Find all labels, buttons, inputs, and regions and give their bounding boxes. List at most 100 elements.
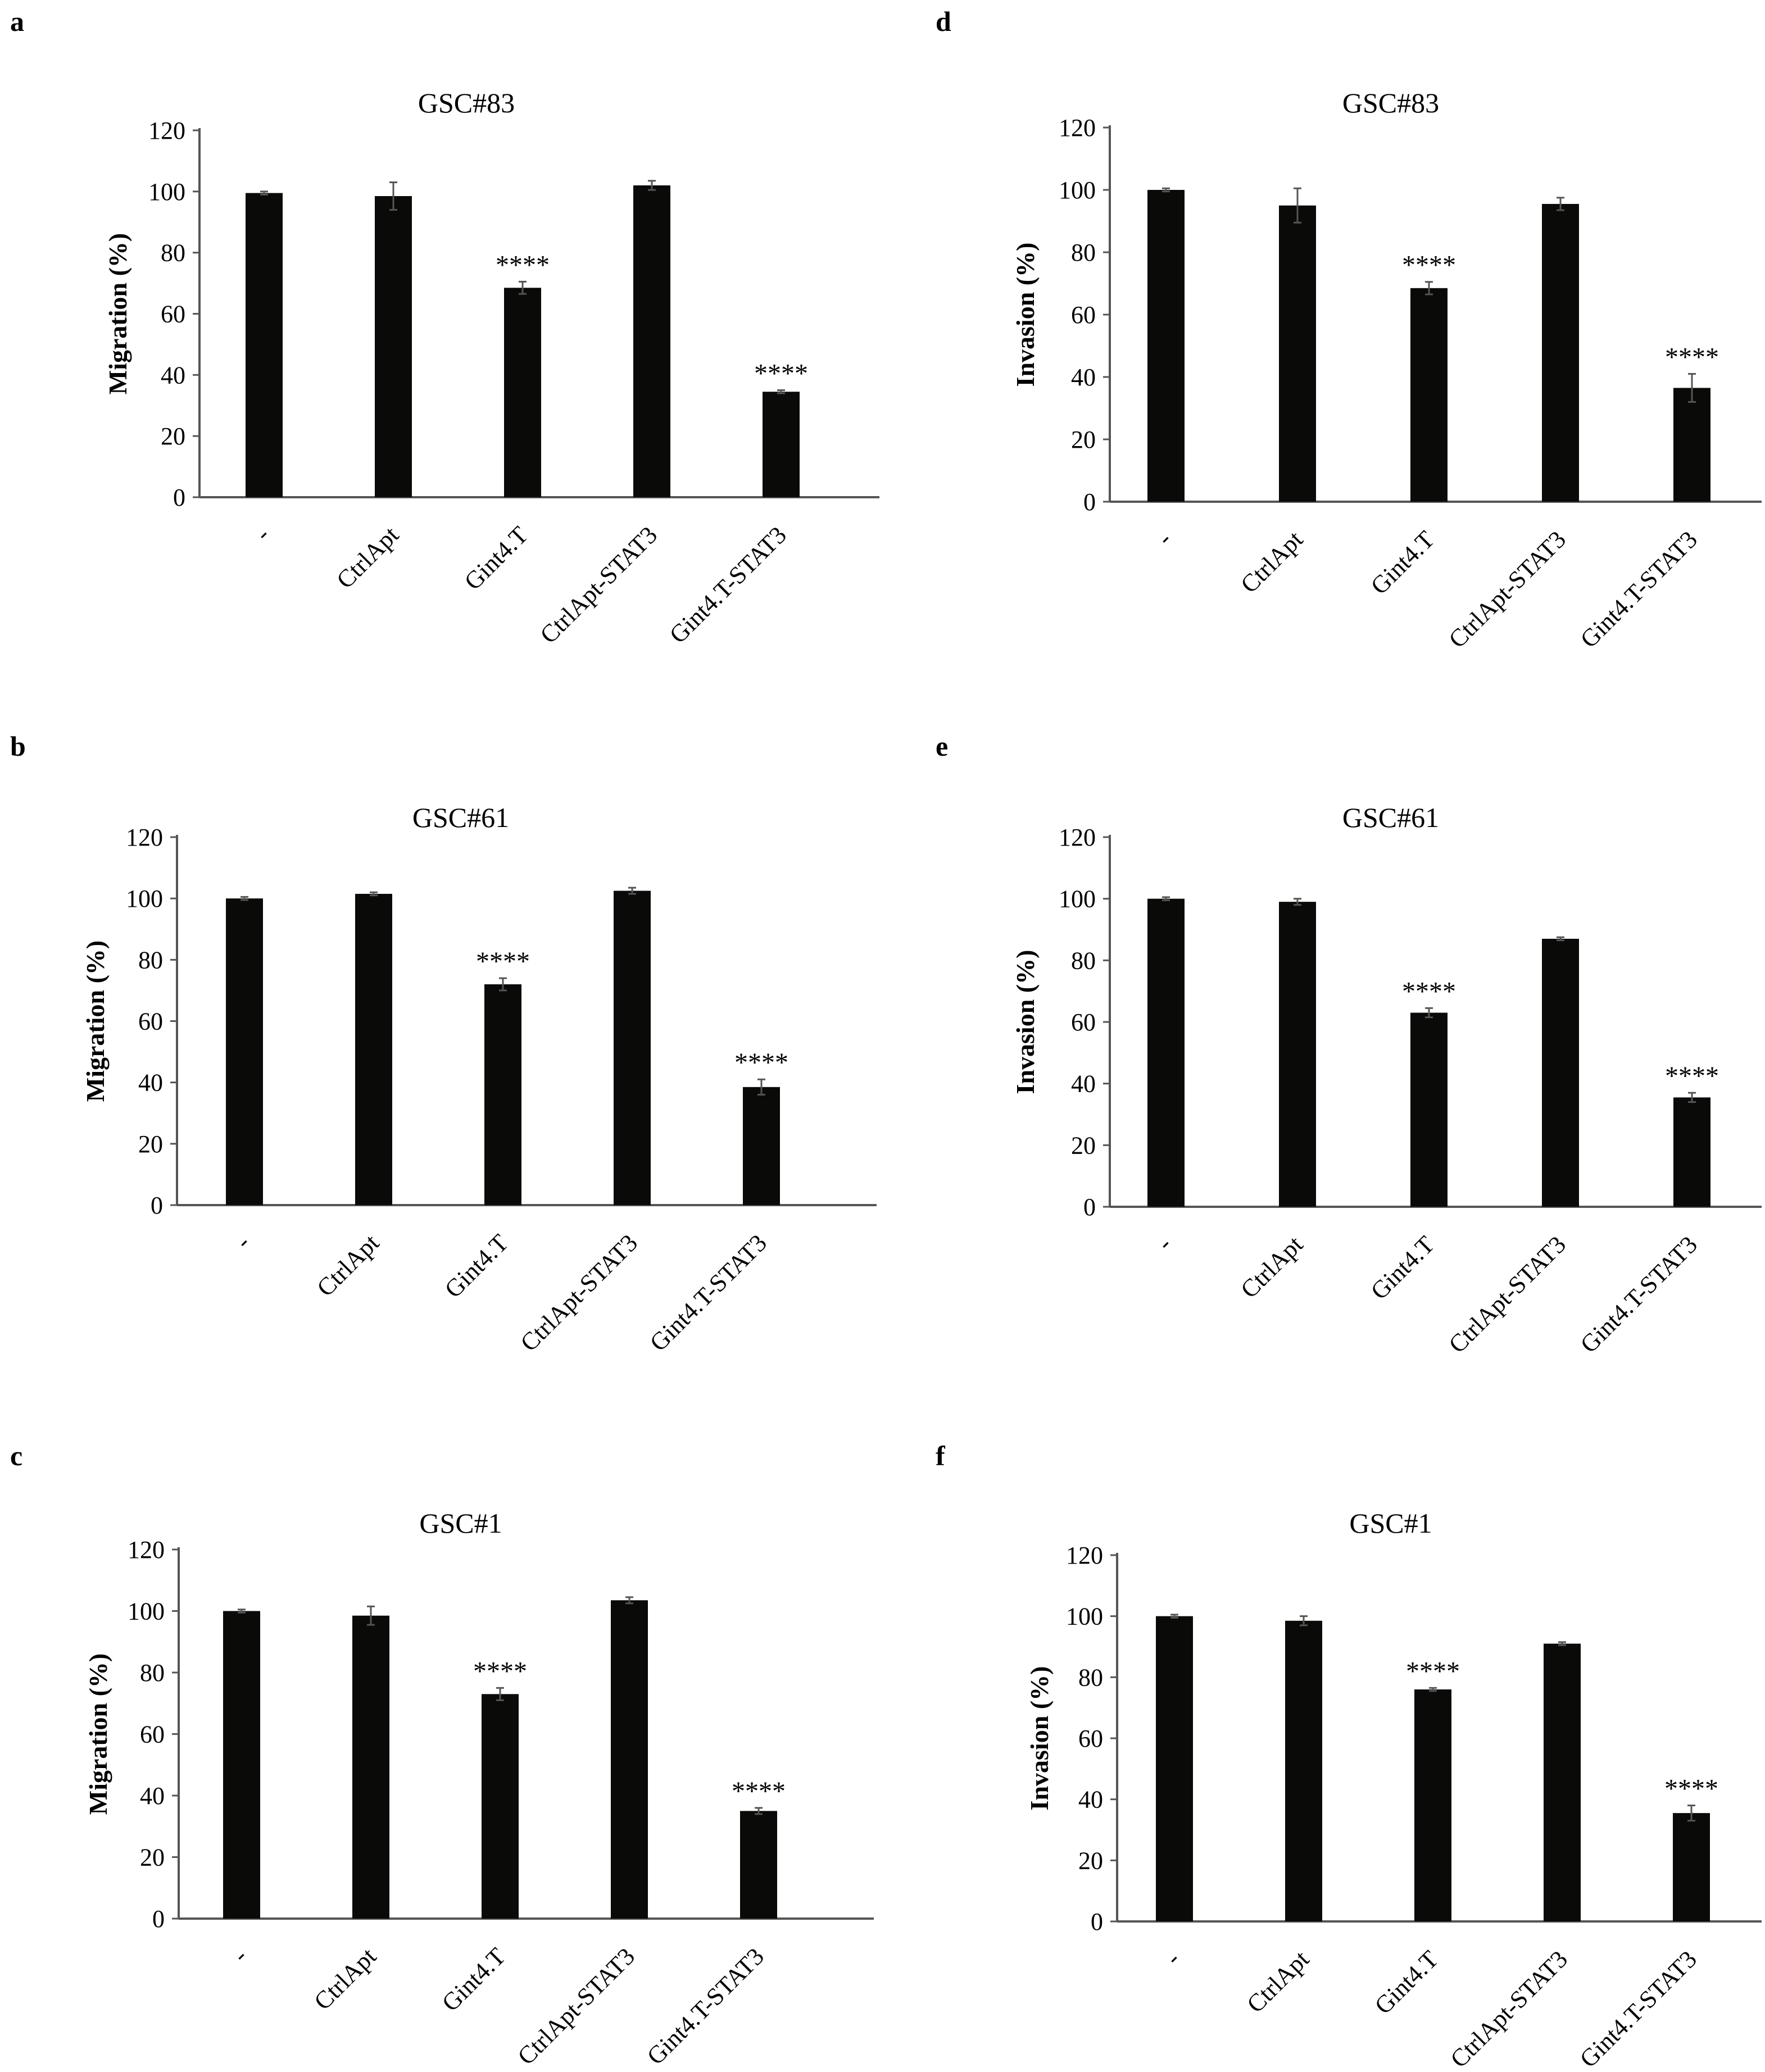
- y-tick-label: 20: [140, 1844, 165, 1871]
- x-tick-label: CtrlApt: [308, 1942, 382, 2015]
- x-tick-label: CtrlApt: [1235, 525, 1308, 598]
- chart-title: GSC#61: [412, 802, 509, 833]
- x-tick-label: CtrlApt: [1241, 1945, 1314, 2018]
- bar: [1285, 1620, 1322, 1921]
- y-tick-label: 20: [161, 422, 185, 450]
- y-tick-label: 20: [1078, 1847, 1103, 1874]
- x-tick-label: Gint4.T-STAT3: [1575, 1945, 1702, 2072]
- y-tick-label: 80: [138, 946, 163, 974]
- panel-b: b GSC#61 Migration (%) 0 20 40 60 80 100 120 - Ctrl…: [10, 730, 877, 1357]
- chart-title: GSC#1: [419, 1507, 502, 1539]
- bar: [375, 196, 412, 497]
- x-tick-label: Gint4.T: [459, 521, 533, 595]
- x-tick-label: -: [1151, 1230, 1177, 1256]
- significance-label: ****: [1406, 1656, 1460, 1686]
- y-tick-label: 100: [148, 178, 185, 206]
- panel-letter: f: [936, 1440, 946, 1471]
- y-tick-label: 0: [152, 1905, 165, 1933]
- y-tick-label: 40: [1071, 1070, 1096, 1098]
- bar: [246, 193, 283, 497]
- panel-letter: d: [936, 6, 951, 37]
- y-tick-label: 20: [1071, 426, 1096, 453]
- y-tick-label: 40: [1071, 363, 1096, 391]
- bar: [740, 1811, 777, 1919]
- y-tick-label: 60: [140, 1721, 165, 1748]
- significance-label: ****: [734, 1048, 788, 1078]
- bar: [1673, 1813, 1710, 1921]
- panel-letter: c: [10, 1440, 22, 1471]
- bar: [614, 890, 651, 1205]
- panel-e: e GSC#61 Invasion (%) 0 20 40 60 80 100 120 - CtrlA…: [936, 730, 1762, 1358]
- significance-label: ****: [496, 250, 550, 280]
- panel-a: a GSC#83 Migration (%) 0 20 40 60 80 100 120 - Ctrl…: [10, 6, 879, 649]
- x-tick-label: -: [1151, 525, 1177, 551]
- y-axis-label: Migration (%): [84, 1653, 112, 1815]
- x-tick-label: CtrlApt-STAT3: [1444, 525, 1571, 653]
- x-tick-label: Gint4.T: [439, 1229, 514, 1303]
- y-axis-label: Invasion (%): [1025, 1666, 1054, 1811]
- bar: [1410, 288, 1448, 502]
- y-tick-label: 120: [1066, 1542, 1103, 1569]
- y-axis-label: Migration (%): [81, 940, 110, 1102]
- y-tick-label: 60: [1071, 301, 1096, 329]
- significance-label: ****: [1665, 1061, 1719, 1091]
- y-tick-label: 0: [1083, 1193, 1096, 1221]
- bar: [1414, 1689, 1451, 1921]
- x-tick-label: CtrlApt: [1235, 1230, 1308, 1303]
- bar: [743, 1087, 780, 1205]
- x-tick-label: Gint4.T-STAT3: [1575, 525, 1703, 653]
- x-tick-label: -: [227, 1942, 252, 1968]
- y-tick-label: 40: [138, 1069, 163, 1097]
- bar: [484, 984, 521, 1205]
- significance-label: ****: [476, 947, 530, 976]
- significance-label: ****: [1402, 976, 1456, 1006]
- y-tick-label: 20: [1071, 1132, 1096, 1159]
- significance-label: ****: [1665, 342, 1719, 372]
- y-tick-label: 0: [1091, 1908, 1103, 1935]
- chart-title: GSC#1: [1349, 1507, 1432, 1539]
- significance-label: ****: [1402, 251, 1456, 280]
- y-tick-label: 120: [126, 824, 163, 851]
- panel-letter: a: [10, 6, 24, 37]
- panel-d: d GSC#83 Invasion (%) 0 20 40 60 80 100 120 - CtrlA…: [936, 6, 1762, 653]
- bar: [482, 1694, 519, 1919]
- y-tick-label: 0: [1083, 488, 1096, 516]
- y-tick-label: 100: [1059, 176, 1096, 204]
- x-tick-label: CtrlApt-STAT3: [1444, 1230, 1571, 1358]
- panel-letter: b: [10, 730, 26, 762]
- y-tick-label: 100: [1059, 885, 1096, 913]
- significance-label: ****: [732, 1776, 786, 1806]
- bar: [633, 185, 670, 497]
- x-tick-label: Gint4.T-STAT3: [1575, 1230, 1703, 1358]
- x-tick-label: -: [249, 521, 275, 546]
- bar: [611, 1600, 648, 1919]
- x-tick-label: Gint4.T: [1365, 1230, 1440, 1305]
- y-tick-label: 100: [1066, 1603, 1103, 1630]
- y-tick-label: 120: [1059, 824, 1096, 851]
- significance-label: ****: [754, 359, 808, 389]
- x-tick-label: CtrlApt-STAT3: [515, 1229, 643, 1356]
- y-tick-label: 40: [1078, 1786, 1103, 1814]
- y-tick-label: 100: [128, 1598, 165, 1625]
- y-tick-label: 80: [161, 239, 185, 267]
- bar: [1542, 938, 1579, 1207]
- y-axis-label: Invasion (%): [1011, 243, 1040, 387]
- chart-title: GSC#83: [418, 87, 515, 119]
- y-tick-label: 120: [1059, 114, 1096, 142]
- panel-f: f GSC#1 Invasion (%) 0 20 40 60 80 100 120 - CtrlAp…: [936, 1440, 1762, 2072]
- bar: [1279, 902, 1316, 1207]
- y-tick-label: 40: [161, 361, 185, 389]
- x-tick-label: CtrlApt: [311, 1229, 384, 1302]
- bar: [1156, 1616, 1193, 1921]
- y-tick-label: 60: [138, 1008, 163, 1035]
- y-tick-label: 80: [1071, 239, 1096, 266]
- y-tick-label: 0: [151, 1192, 163, 1219]
- bar: [352, 1615, 389, 1919]
- bar: [1544, 1643, 1581, 1921]
- x-tick-label: CtrlApt: [331, 521, 404, 594]
- y-tick-label: 60: [1071, 1008, 1096, 1036]
- bar: [1147, 898, 1185, 1207]
- y-tick-label: 60: [161, 301, 185, 328]
- bar: [355, 893, 392, 1205]
- bar: [1410, 1012, 1448, 1207]
